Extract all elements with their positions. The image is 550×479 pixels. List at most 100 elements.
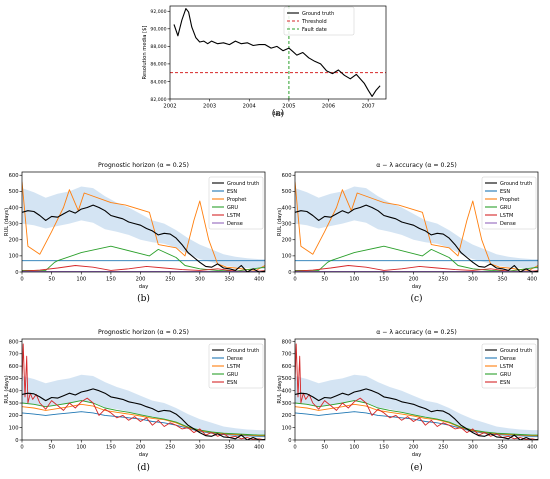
x-tick-label: 50 [321,277,328,283]
x-tick-label: 50 [48,445,55,451]
x-tick-label: 250 [438,445,448,451]
y-tick-label: 300 [9,221,19,227]
panel-caption: (e) [410,462,422,473]
x-tick-label: 350 [224,445,234,451]
panel-caption: (d) [137,462,150,473]
legend-label: Ground truth [500,181,532,187]
legend-label: Ground truth [302,11,334,17]
y-tick-label: 100 [282,254,292,260]
x-tick-label: 2004 [243,104,257,110]
y-tick-label: 400 [9,389,19,395]
plot-area [22,343,265,440]
plot-area [22,181,265,272]
legend-label: LSTM [227,364,240,370]
series-ground-truth [295,204,538,272]
legend-label: GRU [227,205,238,211]
x-axis-label: day [139,452,149,458]
legend-label: Fault date [302,27,327,33]
y-tick-label: 92,000 [150,9,166,15]
uncertainty-band [22,186,265,269]
x-axis-label: day [412,284,422,290]
chart-panel-c: 0 50 100 150 200 250 300 350 400 0 100 200 300 400 500… [277,162,539,304]
panel-caption: (c) [410,293,422,304]
x-tick-label: 2002 [163,104,176,110]
y-tick-label: 200 [282,413,292,419]
y-axis-label: Resolution media [$] [142,26,148,80]
chart-title: Prognostic horizon (α = 0.25) [98,329,189,336]
legend-label: Dense [500,356,516,362]
y-tick-label: 300 [282,401,292,407]
series-gru [295,400,538,436]
series-lstm [22,265,265,272]
plot-area [295,343,538,440]
x-axis-label: day [139,284,149,290]
y-tick-label: 600 [282,173,292,179]
x-tick-label: 300 [468,445,478,451]
chart-panel-b: 0 50 100 150 200 250 300 350 400 0 100 200 300 400 500… [4,162,266,304]
legend: Ground truth Dense LSTM GRU ESN [208,343,264,389]
x-tick-label: 100 [76,445,86,451]
y-tick-label: 100 [9,254,19,260]
chart-title: Prognostic horizon (α = 0.25) [98,162,189,169]
x-axis-label: date [272,111,284,117]
x-tick-label: 250 [438,277,448,283]
chart-panel-e: 0 50 100 150 200 250 300 350 400 0 100 200 300 400 500… [277,329,539,473]
x-tick-label: 250 [165,445,175,451]
legend-label: Dense [227,221,243,227]
series-lstm [295,403,538,437]
uncertainty-band [295,374,538,438]
y-tick-label: 400 [9,205,19,211]
y-tick-label: 600 [9,173,19,179]
y-tick-label: 700 [9,352,19,358]
x-tick-label: 300 [195,277,205,283]
x-axis-label: day [412,452,422,458]
legend: Ground truth ESN Prophet GRU LSTM Dense [208,176,264,230]
x-tick-label: 400 [527,277,537,283]
uncertainty-band [295,186,538,269]
x-tick-label: 0 [293,445,296,451]
y-tick-label: 300 [9,401,19,407]
legend-label: LSTM [227,213,240,219]
legend-label: Threshold [301,19,327,25]
legend-label: ESN [500,380,510,386]
legend-label: Ground truth [227,181,259,187]
axes-frame [21,338,266,441]
y-axis-label: RUL (days) [4,375,10,403]
y-axis-label: RUL (days) [277,375,283,403]
chart-title: α − λ accuracy (α = 0.25) [376,162,457,169]
y-axis-label: RUL (days) [4,208,10,236]
y-tick-label: 200 [9,238,19,244]
axes-frame [294,171,539,273]
legend-label: LSTM [500,213,513,219]
chart-panel-a: 2002 2003 2004 2005 2006 2007 82,000 84,000 86,0… [142,5,387,119]
x-tick-label: 350 [497,445,507,451]
x-tick-label: 50 [321,445,328,451]
x-tick-label: 200 [136,277,146,283]
y-tick-label: 100 [9,425,19,431]
y-tick-label: 0 [15,270,18,276]
y-tick-label: 400 [282,389,292,395]
series-ground-truth [295,388,538,440]
legend-label: Dense [500,221,516,227]
x-tick-label: 100 [349,277,359,283]
x-tick-label: 300 [195,445,205,451]
x-tick-label: 400 [254,277,264,283]
y-tick-label: 800 [282,339,292,345]
series-ground-truth [22,388,265,440]
series-ground-truth [22,204,265,272]
series-gru [22,245,265,272]
x-tick-label: 150 [379,277,389,283]
x-tick-label: 350 [224,277,234,283]
x-tick-label: 150 [379,445,389,451]
legend: Ground truth ESN Prophet GRU LSTM Dense [481,176,537,230]
axes-frame [294,338,539,441]
series-gru [295,245,538,272]
axes-frame [21,171,266,273]
series-ground-truth [173,8,381,97]
series-lstm [22,403,265,437]
series-lstm [295,265,538,272]
x-tick-label: 200 [136,445,146,451]
x-tick-label: 300 [468,277,478,283]
x-tick-label: 150 [106,277,116,283]
series-gru [22,400,265,436]
